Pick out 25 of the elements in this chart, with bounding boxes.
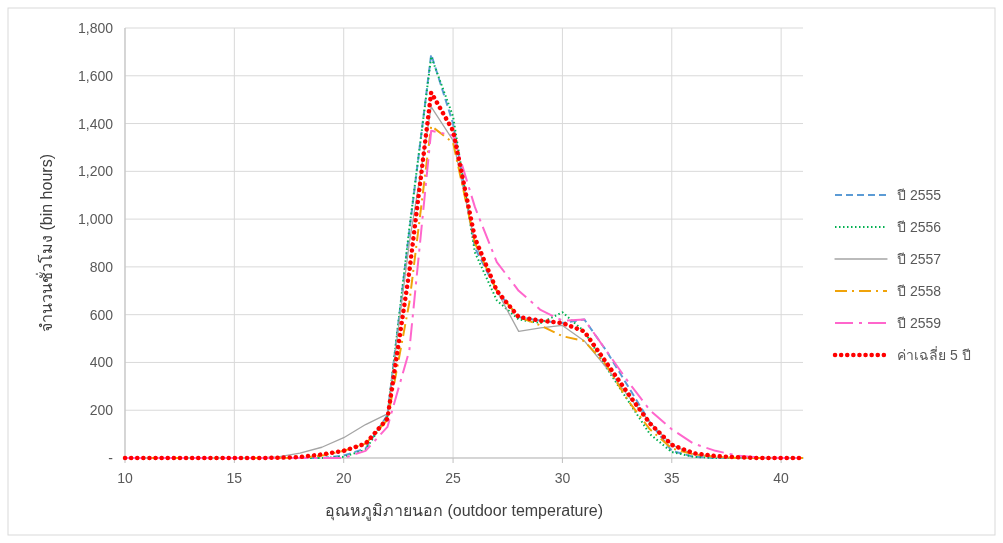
y-tick-label: 800 bbox=[89, 258, 114, 275]
y-tick-label: 400 bbox=[89, 354, 114, 371]
x-tick-label: 10 bbox=[117, 470, 133, 486]
y-tick-label: 1,400 bbox=[77, 115, 114, 132]
y-tick-label: 200 bbox=[89, 402, 114, 419]
legend-label: ค่าเฉลี่ย 5 ปี bbox=[897, 346, 971, 363]
x-tick-label: 30 bbox=[554, 470, 571, 486]
x-tick-label: 25 bbox=[445, 470, 462, 486]
y-axis-title: จำนวนชั่วโมง (bin hours) bbox=[35, 154, 55, 332]
legend-label: ปี 2556 bbox=[897, 219, 942, 235]
legend-label: ปี 2558 bbox=[897, 283, 942, 299]
y-tick-label: 1,800 bbox=[77, 20, 114, 36]
y-tick-label: 1,000 bbox=[77, 211, 114, 228]
x-tick-label: 40 bbox=[773, 470, 790, 486]
y-tick-label: - bbox=[108, 450, 114, 466]
x-axis-title: อุณหภูมิภายนอก (outdoor temperature) bbox=[324, 502, 604, 521]
y-tick-label: 1,200 bbox=[77, 163, 114, 180]
y-tick-label: 600 bbox=[89, 306, 114, 323]
x-tick-label: 35 bbox=[663, 470, 680, 486]
legend-label: ปี 2555 bbox=[897, 187, 942, 203]
x-tick-label: 15 bbox=[226, 470, 243, 486]
y-tick-label: 1,600 bbox=[77, 67, 114, 84]
legend-label: ปี 2559 bbox=[897, 315, 942, 331]
legend-label: ปี 2557 bbox=[897, 251, 942, 267]
x-tick-label: 20 bbox=[335, 470, 352, 486]
